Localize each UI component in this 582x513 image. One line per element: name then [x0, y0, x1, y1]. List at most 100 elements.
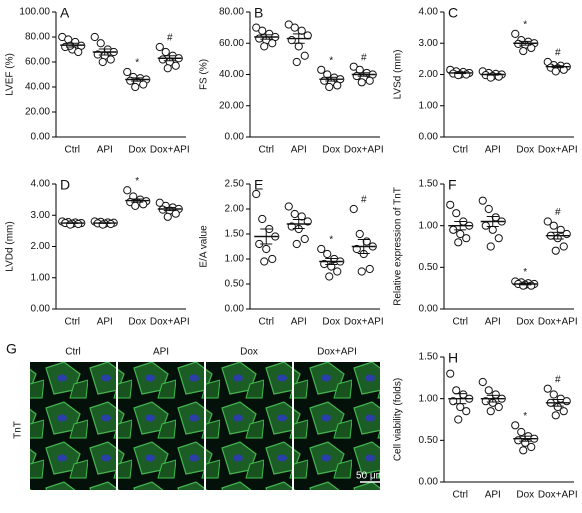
panel-letter: C [448, 5, 458, 21]
panel-letter: A [60, 5, 70, 21]
error-bar [292, 33, 305, 44]
data-point [551, 411, 560, 420]
significance-mark: # [361, 195, 367, 206]
data-point [562, 229, 571, 239]
error-bar [260, 34, 273, 40]
y-tick-label: 0.00 [419, 304, 439, 315]
significance-mark: # [167, 33, 173, 44]
data-point [349, 204, 358, 214]
data-point [478, 196, 487, 205]
data-point [484, 204, 493, 214]
data-point [514, 436, 523, 445]
data-point [163, 212, 172, 221]
y-axis-label: LVDd (mm) [5, 221, 16, 271]
data-point [262, 244, 271, 254]
y-tick-label: 1.00 [419, 220, 439, 231]
error-bar [519, 40, 532, 46]
data-point [488, 225, 497, 234]
y-tick-label: 4.00 [419, 7, 439, 18]
y-tick-label: 0.50 [419, 262, 439, 273]
y-tick-label: 1.50 [225, 229, 245, 240]
error-bar [292, 219, 305, 229]
data-point [98, 57, 107, 67]
data-point [155, 42, 164, 52]
y-tick-label: 4.00 [31, 179, 51, 190]
error-bar [454, 71, 467, 75]
data-point [260, 257, 269, 266]
data-point [333, 81, 342, 90]
column-label: Ctrl [65, 347, 81, 358]
y-axis-label: E/A value [199, 225, 210, 268]
y-axis-label: Cell viability (folds) [393, 378, 404, 461]
data-point [511, 421, 520, 430]
data-point [355, 229, 364, 239]
y-tick-label: 3.00 [419, 38, 439, 49]
y-axis-label: LVSd (mm) [393, 50, 404, 100]
data-point [106, 219, 115, 229]
chart: E E/A value 0.00 0.50 1.00 1.50 2.00 2.50 Ctrl AP… [199, 177, 384, 328]
data-point [462, 407, 471, 416]
data-point [517, 427, 526, 437]
error-bar [357, 72, 370, 77]
data-point [527, 43, 536, 53]
column-label: API [153, 347, 169, 358]
data-point [357, 267, 366, 276]
data-point [171, 61, 180, 70]
x-tick-label: API [485, 317, 501, 328]
data-point [171, 209, 180, 218]
data-point [123, 67, 132, 77]
data-point [131, 201, 140, 210]
data-point [486, 242, 495, 251]
micrograph [30, 362, 116, 490]
data-point [551, 246, 560, 255]
x-tick-label: Dox [516, 145, 534, 156]
error-bar [551, 65, 564, 69]
column-label: Dox+API [317, 347, 357, 358]
data-point [551, 67, 560, 76]
row-label: TnT [13, 421, 24, 439]
data-point [486, 407, 495, 416]
x-tick-label: Dox+API [150, 145, 190, 156]
y-tick-label: 2.00 [419, 69, 439, 80]
y-tick-label: 0.00 [419, 132, 439, 143]
significance-mark: # [555, 374, 561, 385]
error-bar [325, 258, 338, 265]
data-point [562, 397, 571, 406]
error-bar [454, 221, 467, 231]
y-tick-label: 1.00 [31, 272, 51, 283]
data-point [481, 221, 490, 230]
data-point [255, 34, 264, 43]
data-point [452, 209, 461, 218]
x-tick-label: Ctrl [452, 317, 468, 328]
x-tick-label: Dox+API [150, 317, 190, 328]
significance-mark: * [329, 235, 333, 246]
error-bar [519, 282, 532, 286]
x-tick-label: API [485, 145, 501, 156]
data-point [74, 219, 83, 229]
error-bar [357, 239, 370, 254]
data-point [559, 242, 568, 251]
x-tick-label: Dox+API [344, 145, 384, 156]
data-point [549, 221, 558, 230]
data-point [163, 64, 172, 73]
data-point [252, 189, 261, 199]
x-tick-label: API [291, 317, 307, 328]
x-tick-label: API [485, 490, 501, 501]
y-tick-label: 20.00 [219, 100, 244, 111]
y-axis-label: LVEF (%) [5, 53, 16, 96]
y-tick-label: 1.50 [419, 352, 439, 363]
data-point [139, 80, 148, 89]
x-tick-label: API [291, 145, 307, 156]
error-bar [551, 399, 564, 407]
y-tick-label: 0.50 [225, 279, 245, 290]
data-point [456, 229, 465, 239]
y-tick-label: 40.00 [25, 82, 50, 93]
data-point [66, 220, 75, 229]
chart: D LVDd (mm) 0.00 1.00 2.00 3.00 4.00 Ctrl API Dox… [5, 176, 190, 328]
data-point [543, 217, 552, 226]
data-point [98, 220, 107, 229]
error-bar [486, 216, 499, 227]
data-point [527, 442, 536, 452]
y-tick-label: 3.00 [31, 210, 51, 221]
